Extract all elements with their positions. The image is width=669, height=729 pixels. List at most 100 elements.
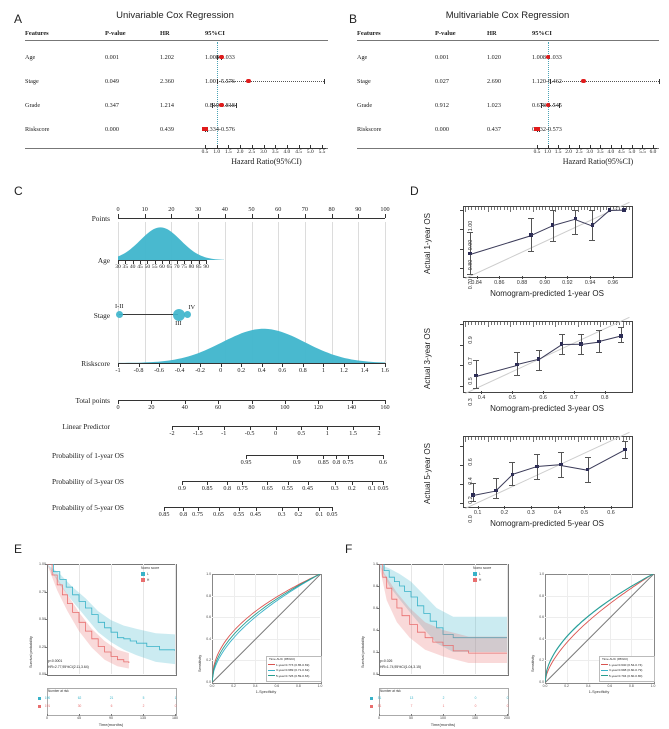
rug-tick	[567, 437, 569, 440]
error-cap-hi	[621, 440, 628, 442]
ci-cap-low	[216, 78, 218, 84]
nomogram-tick-label: 0.55	[233, 511, 245, 518]
forest-row-hr: 1.202	[160, 54, 174, 61]
rug-tick	[580, 437, 582, 440]
calibration-point	[510, 472, 515, 477]
nomogram-tick	[379, 426, 380, 430]
rug-tick	[484, 207, 485, 210]
axis-tick-label: 6.0	[649, 149, 657, 155]
nomogram-tick-label: 0.8	[298, 367, 307, 374]
x-tick-label: 0.1	[473, 510, 482, 516]
y-tick-label: 0.6	[468, 457, 474, 466]
rug-tick	[538, 437, 540, 440]
forest-row-hr: 1.214	[160, 102, 174, 109]
nomogram-row-label: Age	[97, 256, 110, 265]
nomogram-tick-label: 100	[380, 206, 390, 213]
km-risk-row-swatch	[370, 696, 373, 700]
forest-column-header: P-value	[435, 30, 456, 37]
forest-marker	[580, 78, 586, 84]
rug-tick	[545, 207, 546, 210]
rug-tick	[519, 437, 521, 440]
roc-y-tick-label: 0.0	[206, 680, 211, 684]
nomogram-tick	[144, 214, 146, 218]
ci-line	[216, 81, 324, 82]
roc-curves	[545, 574, 653, 682]
calibration-point	[529, 232, 533, 237]
nomogram-tick-label: 70	[301, 206, 308, 213]
x-tick-label: 0.5	[508, 395, 517, 401]
km-y-tick-label: 0.00	[39, 672, 46, 676]
rug-tick	[590, 207, 591, 210]
error-cap-lo	[514, 374, 521, 376]
rug-tick	[561, 437, 563, 440]
calibration-point	[535, 464, 539, 469]
km-risk-table-title: Number at risk	[48, 688, 69, 693]
nomogram-tick-label: 0.75	[236, 485, 248, 492]
y-tick	[460, 324, 463, 326]
rug-tick	[619, 437, 620, 440]
error-cap-lo	[469, 501, 476, 503]
panel-a-forest-plot: A Univariable Cox Regression Features P-v…	[0, 0, 335, 170]
forest-marker	[219, 102, 225, 108]
roc-legend-line	[601, 664, 608, 666]
nomogram-tick	[284, 400, 286, 404]
nomogram-tick-label: 0.4	[257, 367, 266, 374]
stage-axis	[119, 314, 179, 316]
nomogram-tick	[302, 363, 304, 367]
error-cap-hi	[557, 452, 564, 454]
forest-axis-title: Hazard Ratio(95%CI)	[231, 157, 302, 166]
calibration-y-title: Actual 3-year OS	[423, 328, 432, 389]
km-y-tick	[377, 652, 379, 653]
nomogram-tick-label: 75	[181, 264, 187, 270]
calibration-x-title: Nomogram-predicted 1-year OS	[490, 289, 604, 298]
rug-tick	[619, 322, 620, 325]
km-y-tick	[377, 674, 379, 675]
rug-tick	[513, 207, 514, 210]
rug-tick	[616, 437, 617, 440]
roc-y-tick-label: 0.8	[539, 593, 544, 598]
nomogram-tick	[183, 507, 185, 511]
nomogram-row-label: Points	[91, 214, 110, 223]
axis-tick	[600, 145, 602, 148]
nomogram-tick	[255, 507, 257, 511]
nomogram-tick-label: 0.8	[179, 511, 188, 518]
nomogram-tick	[327, 426, 329, 430]
km-y-tick-label: 0.75	[39, 589, 46, 594]
header-rule	[357, 40, 659, 41]
error-cap-lo	[549, 241, 556, 243]
nomogram-tick	[323, 455, 325, 459]
axis-tick	[275, 145, 277, 148]
km-x-tick-label: 200	[504, 716, 510, 720]
nomogram-tick	[206, 260, 208, 264]
roc-y-tick-label: 0.6	[539, 615, 544, 620]
nomogram-tick-label: 55	[151, 264, 158, 270]
nomogram-tick	[159, 363, 161, 367]
nomogram-tick	[383, 481, 384, 485]
panel-a-title: Univariable Cox Regression	[116, 10, 234, 21]
nomogram-tick-label: -2	[169, 430, 175, 437]
rug-tick	[603, 437, 604, 440]
nomogram-tick	[241, 363, 243, 367]
km-x-tick	[143, 714, 144, 716]
km-risk-count: 0	[506, 696, 509, 700]
km-pvalue: p=0.026	[380, 659, 393, 663]
rug-tick	[471, 322, 473, 325]
nomogram-tick-label: 0.2	[294, 511, 303, 518]
x-tick-label: 0.6	[539, 395, 547, 401]
rug-tick	[526, 322, 527, 325]
roc-legend-line	[268, 669, 275, 671]
rug-tick	[506, 322, 508, 325]
rug-tick	[600, 322, 601, 327]
rug-tick	[500, 207, 501, 210]
roc-y-tick-label: 0.4	[539, 636, 544, 641]
calibration-point	[619, 334, 623, 338]
nomogram-tick	[118, 363, 119, 367]
km-x-tick	[443, 714, 444, 716]
forest-column-header: HR	[487, 30, 497, 37]
roc-x-tick-label: 1.0	[650, 684, 656, 688]
x-tick-label: 0.88	[516, 280, 528, 286]
nomogram-tick-label: 1.6	[381, 367, 389, 374]
nomogram-tick	[353, 426, 355, 430]
error-cap-hi	[617, 327, 624, 329]
calibration-point	[573, 216, 578, 221]
